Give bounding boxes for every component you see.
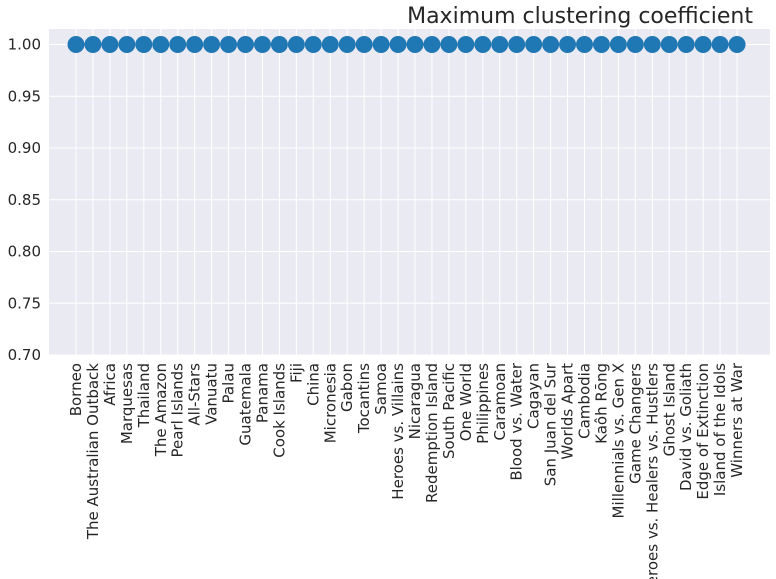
data-point <box>84 36 102 54</box>
data-point <box>169 36 187 54</box>
x-tick-label: South Pacific <box>440 363 458 459</box>
x-tick-label: David vs. Goliath <box>677 363 695 491</box>
data-point <box>660 36 678 54</box>
data-points <box>67 36 746 54</box>
x-tick-label: Redemption Island <box>423 363 441 503</box>
x-tick-label: Cook Islands <box>270 363 288 458</box>
chart-title: Maximum clustering coefficient <box>407 4 753 29</box>
x-tick-label: Guatemala <box>237 363 255 446</box>
data-point <box>372 36 390 54</box>
x-tick-label: Samoa <box>372 363 390 415</box>
x-tick-label: Borneo <box>67 363 85 416</box>
y-tick-label: 0.70 <box>8 346 41 364</box>
y-tick-label: 0.95 <box>8 87 41 105</box>
x-tick-label: Gabon <box>338 363 356 412</box>
x-tick-label: Nicaragua <box>406 363 424 439</box>
x-tick-label: Vanuatu <box>203 363 221 425</box>
x-tick-label: Worlds Apart <box>559 363 577 460</box>
x-tick-label: Kaôh Rōng <box>592 363 610 444</box>
x-tick-label: One World <box>457 363 475 441</box>
x-tick-label: Cambodia <box>576 363 594 439</box>
x-tick-label: Blood vs. Water <box>508 362 526 481</box>
data-point <box>253 36 271 54</box>
y-tick-labels: 0.70 0.75 0.80 0.85 0.90 0.95 1.00 <box>8 36 41 364</box>
data-point <box>118 36 136 54</box>
data-point <box>406 36 424 54</box>
y-tick-label: 0.75 <box>8 294 41 312</box>
data-point <box>389 36 407 54</box>
data-point <box>491 36 509 54</box>
x-tick-label: Cagayan <box>525 363 543 429</box>
x-tick-label: The Amazon <box>152 363 170 457</box>
data-point <box>220 36 238 54</box>
x-tick-label: Ghost Island <box>660 363 678 456</box>
data-point <box>440 36 458 54</box>
data-point <box>338 36 356 54</box>
data-point <box>152 36 170 54</box>
x-tick-label: Philippines <box>474 363 492 444</box>
x-tick-label: Heroes vs. Villains <box>389 363 407 500</box>
data-point <box>592 36 610 54</box>
data-point <box>626 36 644 54</box>
x-tick-label: Winners at War <box>728 362 746 478</box>
data-point <box>643 36 661 54</box>
x-tick-label: Caramoan <box>491 363 509 441</box>
data-point <box>457 36 475 54</box>
x-tick-label: All-Stars <box>186 363 204 426</box>
data-point <box>609 36 627 54</box>
data-point <box>186 36 204 54</box>
data-point <box>287 36 305 54</box>
x-tick-label: Palau <box>220 363 238 403</box>
y-tick-label: 0.80 <box>8 243 41 261</box>
x-tick-label: Heroes vs. Healers vs. Hustlers <box>643 363 661 579</box>
x-tick-label: Thailand <box>135 363 153 428</box>
data-point <box>67 36 85 54</box>
data-point <box>525 36 543 54</box>
data-point <box>711 36 729 54</box>
x-tick-label: Tocantins <box>355 363 373 434</box>
data-point <box>304 36 322 54</box>
data-point <box>270 36 288 54</box>
x-tick-label: Pearl Islands <box>169 363 187 458</box>
y-tick-label: 0.90 <box>8 139 41 157</box>
data-point <box>135 36 153 54</box>
x-tick-label: Island of the Idols <box>711 363 729 496</box>
data-point <box>694 36 712 54</box>
x-tick-label: The Australian Outback <box>84 363 102 540</box>
data-point <box>237 36 254 54</box>
data-point <box>508 36 526 54</box>
x-tick-label: Marquesas <box>118 363 136 444</box>
x-tick-label: Africa <box>101 363 119 406</box>
y-tick-label: 1.00 <box>8 36 41 54</box>
x-tick-label: Fiji <box>287 363 305 383</box>
x-tick-label: Game Changers <box>626 363 644 484</box>
data-point <box>423 36 441 54</box>
x-tick-label: San Juan del Sur <box>542 362 560 486</box>
x-tick-label: Millennials vs. Gen X <box>609 363 627 518</box>
x-tick-label: Micronesia <box>321 363 339 443</box>
data-point <box>728 36 746 54</box>
x-tick-label: China <box>304 363 322 406</box>
grid-lines <box>49 29 770 356</box>
data-point <box>355 36 373 54</box>
data-point <box>474 36 492 54</box>
x-tick-label: Panama <box>253 363 271 423</box>
plot-area <box>49 29 770 355</box>
data-point <box>576 36 593 54</box>
data-point <box>542 36 560 54</box>
data-point <box>321 36 339 54</box>
data-point <box>101 36 119 54</box>
data-point <box>677 36 695 54</box>
x-tick-label: Edge of Extinction <box>694 363 712 500</box>
data-point <box>559 36 577 54</box>
y-tick-label: 0.85 <box>8 191 41 209</box>
data-point <box>203 36 221 54</box>
